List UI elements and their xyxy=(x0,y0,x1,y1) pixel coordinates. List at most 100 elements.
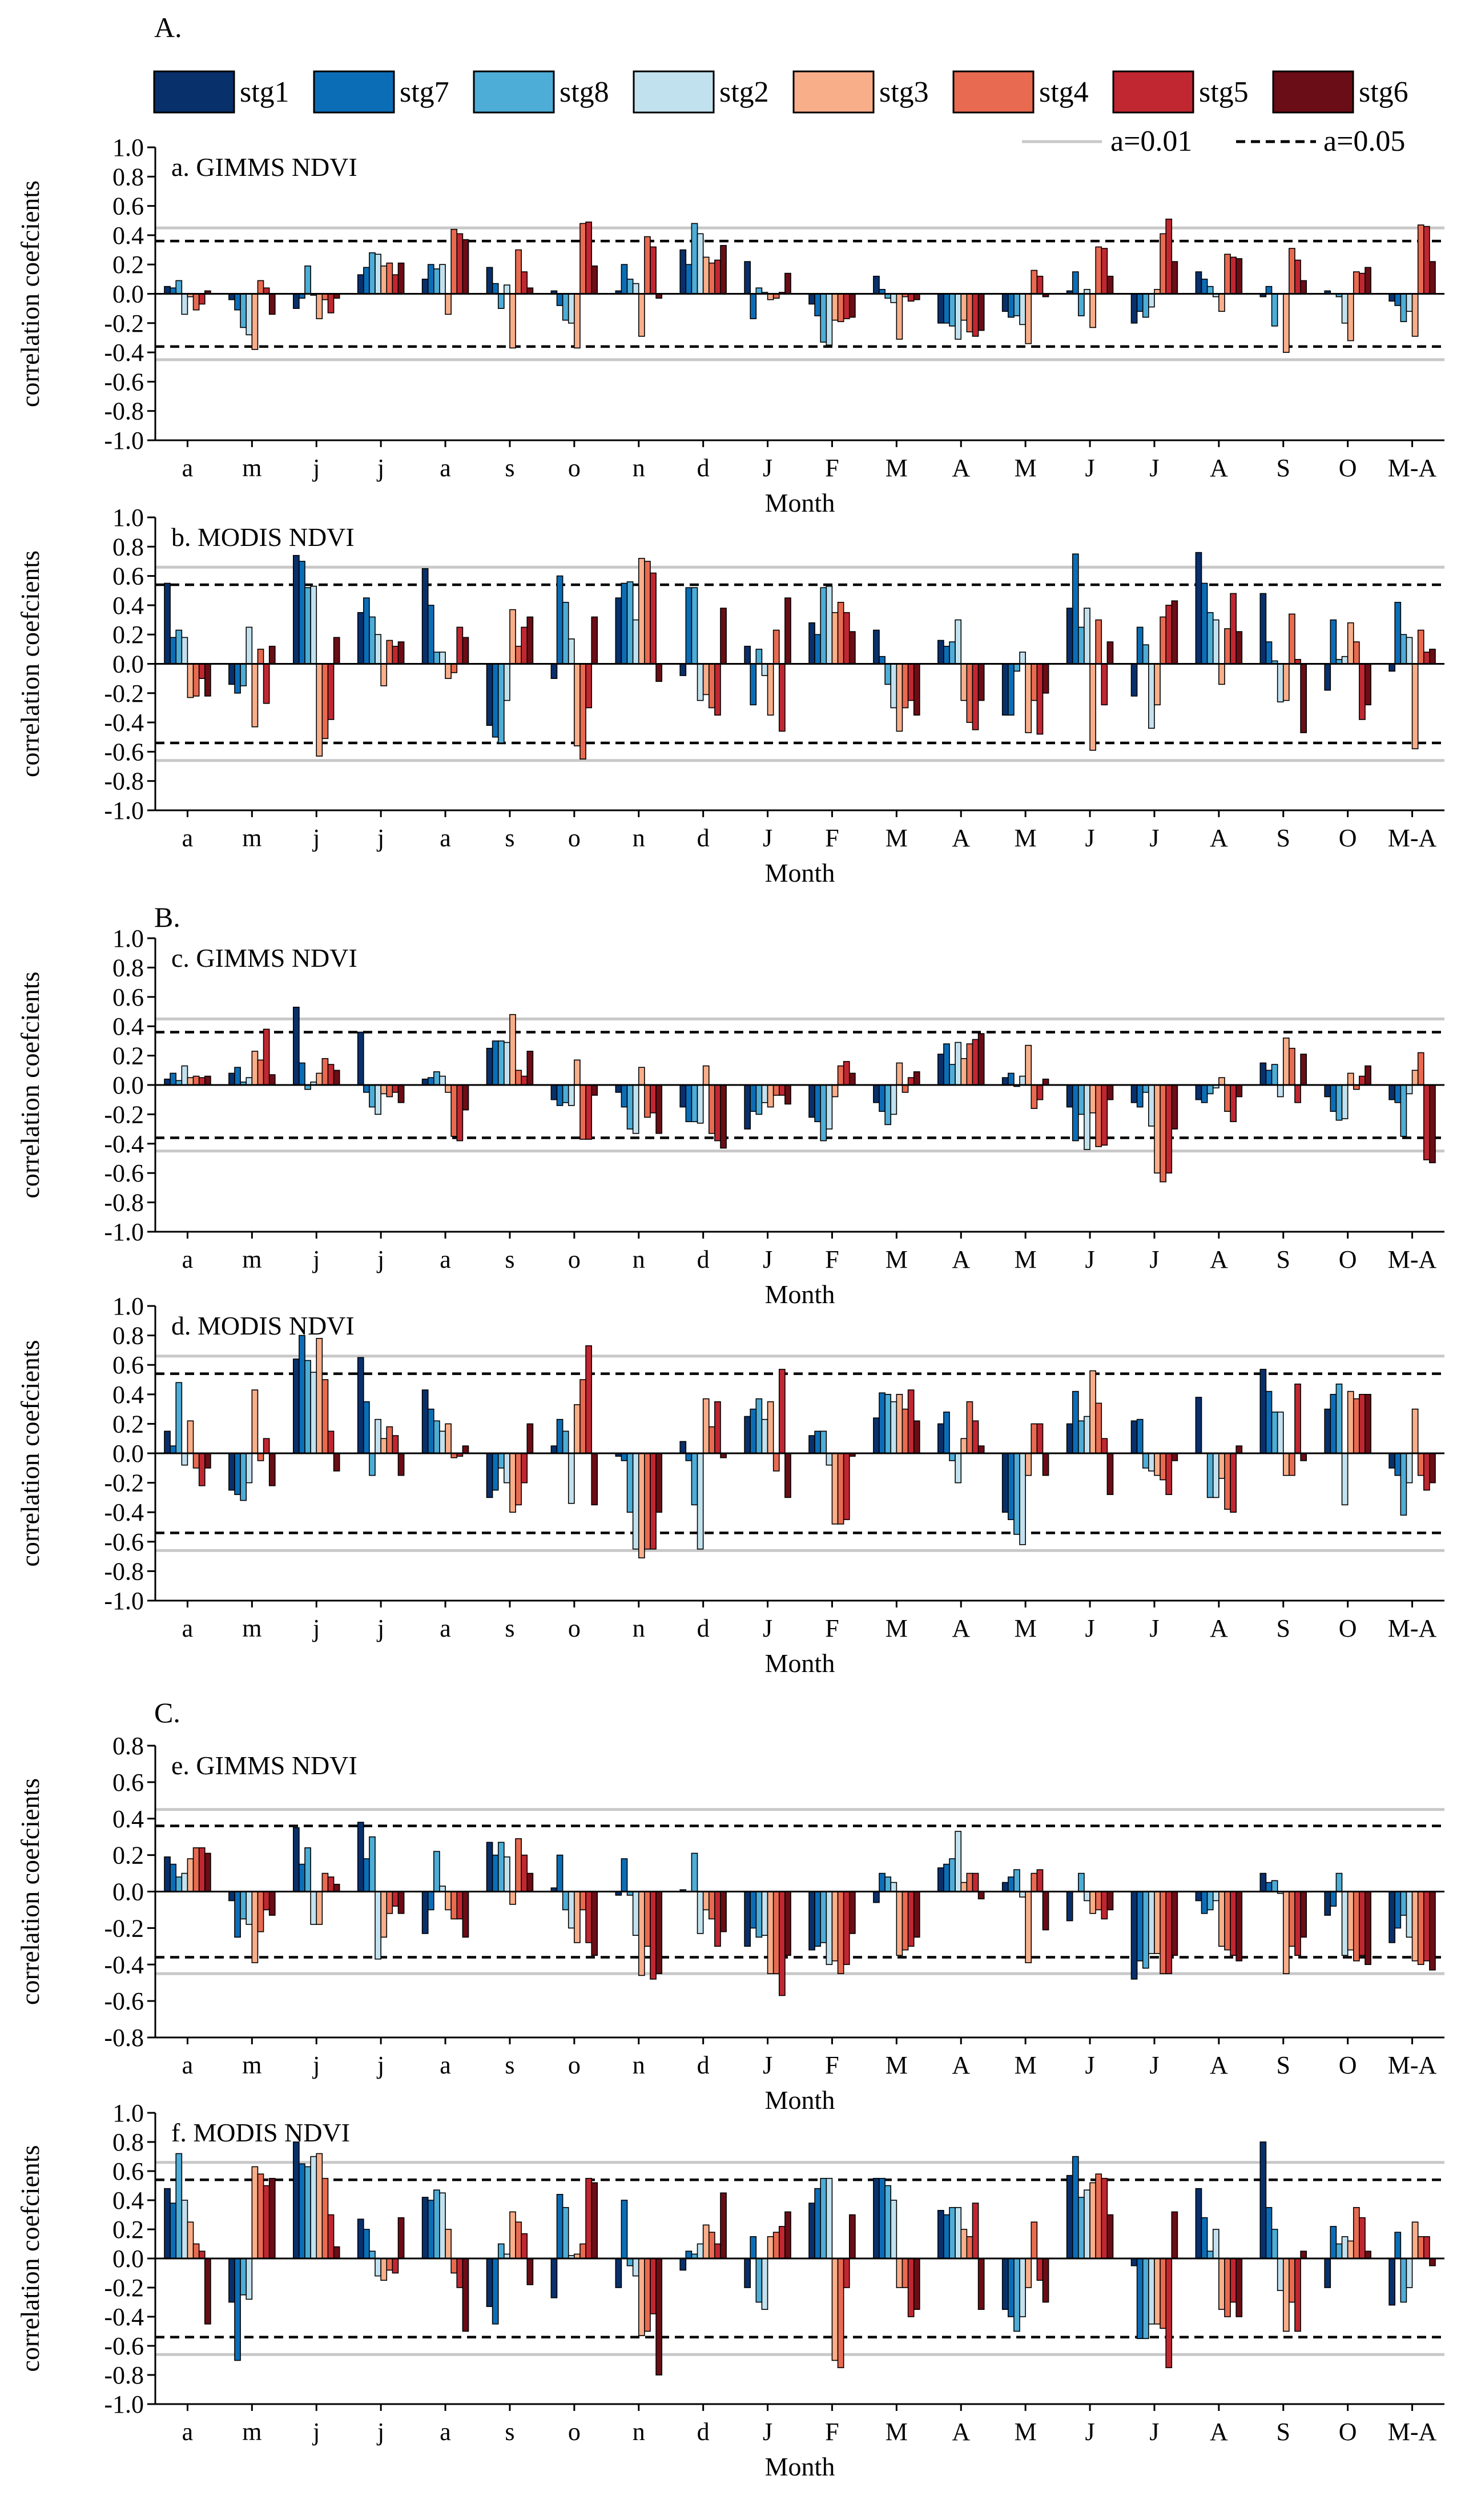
bar-stg4-16 xyxy=(1224,1891,1231,1951)
bar-stg7-12 xyxy=(943,2214,950,2259)
bar-stg3-4 xyxy=(445,663,452,679)
bar-stg6-1 xyxy=(268,645,276,665)
bar-stg5-10 xyxy=(843,1891,850,1966)
bar-stg2-11 xyxy=(890,663,897,709)
bar-stg6-3 xyxy=(397,1891,405,1914)
bar-stg1-7 xyxy=(615,1084,622,1093)
bar-stg2-18 xyxy=(1341,1453,1349,1506)
bar-stg5-6 xyxy=(585,663,592,709)
y-tick-label: 0.4 xyxy=(112,1381,144,1409)
y-tick-label: 0.8 xyxy=(112,1322,144,1350)
chart-panel-f: 1.00.80.60.40.20.0-0.2-0.4-0.6-0.8-1.0 a m… xyxy=(15,2099,1444,2481)
bar-stg4-5 xyxy=(515,645,522,665)
y-tick-label: -1.0 xyxy=(104,1587,144,1615)
bar-stg3-11 xyxy=(896,2258,903,2288)
bar-stg5-0 xyxy=(198,1077,206,1086)
bar-stg4-0 xyxy=(192,293,200,311)
x-tick-label: o xyxy=(568,1245,581,1273)
x-tick-label: a xyxy=(440,454,451,482)
bar-stg2-15 xyxy=(1148,663,1155,729)
x-tick-label: n xyxy=(633,824,645,852)
bar-stg7-9 xyxy=(750,1408,757,1454)
bar-stg2-5 xyxy=(504,1042,510,1086)
bar-stg2-2 xyxy=(310,1891,317,1925)
bar-stg7-19 xyxy=(1394,1891,1402,1929)
panel-title: e. GIMMS NDVI xyxy=(171,1751,357,1780)
x-tick-label: J xyxy=(1149,2418,1159,2446)
bar-stg3-6 xyxy=(574,1891,581,1943)
legend-swatch-stg7 xyxy=(313,70,395,114)
bar-stg6-17 xyxy=(1300,663,1307,733)
x-tick-label: m xyxy=(242,824,261,852)
x-tick-label: M xyxy=(1015,2418,1037,2446)
x-tick-label: M xyxy=(886,824,908,852)
bar-stg7-3 xyxy=(363,1858,370,1892)
bar-stg1-9 xyxy=(744,1416,751,1454)
bar-stg2-10 xyxy=(826,1453,833,1466)
bar-stg7-0 xyxy=(170,1072,177,1086)
bar-stg1-2 xyxy=(292,554,300,665)
bar-stg1-2 xyxy=(292,1006,300,1086)
y-tick-label: -0.8 xyxy=(104,2024,144,2052)
bar-stg2-11 xyxy=(890,1882,897,1892)
bar-stg8-0 xyxy=(175,1382,183,1454)
bar-stg3-16 xyxy=(1218,663,1225,685)
bar-stg1-12 xyxy=(937,1867,944,1892)
bar-stg6-15 xyxy=(1171,261,1178,295)
bar-stg3-17 xyxy=(1282,293,1290,353)
bar-stg4-3 xyxy=(386,1084,393,1098)
bar-stg6-11 xyxy=(913,2258,920,2310)
bar-stg8-13 xyxy=(1013,663,1020,672)
bar-stg6-3 xyxy=(397,2217,405,2259)
bar-stg8-12 xyxy=(949,2206,956,2259)
bar-stg1-15 xyxy=(1130,293,1138,324)
bar-stg4-13 xyxy=(1031,663,1038,701)
bar-stg7-17 xyxy=(1265,1070,1273,1086)
bar-stg4-0 xyxy=(192,1453,200,1469)
bar-stg3-14 xyxy=(1089,1084,1096,1114)
bar-stg4-11 xyxy=(901,1084,909,1093)
bar-stg4-10 xyxy=(837,1891,844,1975)
bar-stg2-15 xyxy=(1148,1453,1155,1472)
x-tick-label: A xyxy=(952,454,970,482)
bar-stg5-1 xyxy=(263,663,270,704)
bar-stg7-13 xyxy=(1008,1072,1015,1086)
y-axis-title: correlation coefcients xyxy=(15,971,45,1198)
y-tick-label: -0.6 xyxy=(104,1528,144,1556)
bar-stg4-4 xyxy=(450,228,458,295)
bar-stg8-17 xyxy=(1271,1064,1278,1086)
bar-stg7-10 xyxy=(814,1891,822,1947)
bar-stg8-19 xyxy=(1400,1453,1407,1516)
bar-stg1-19 xyxy=(1388,1084,1396,1100)
bar-stg1-19 xyxy=(1388,663,1396,672)
bar-stg8-16 xyxy=(1206,1891,1214,1911)
bar-stg4-2 xyxy=(321,1058,329,1086)
x-tick-label: o xyxy=(568,1614,581,1642)
bar-stg3-12 xyxy=(960,663,968,701)
bar-stg4-6 xyxy=(579,223,586,295)
bar-stg3-17 xyxy=(1282,1453,1290,1476)
chart-panel-d: 1.00.80.60.40.20.0-0.2-0.4-0.6-0.8-1.0 a m… xyxy=(15,1292,1444,1678)
bar-stg1-17 xyxy=(1259,1062,1267,1086)
x-tick-label: M-A xyxy=(1388,454,1437,482)
x-tick-label: A xyxy=(1210,454,1228,482)
bar-stg7-10 xyxy=(814,293,822,316)
bar-stg8-2 xyxy=(304,1360,311,1454)
bar-stg6-8 xyxy=(720,245,727,295)
bar-stg4-9 xyxy=(772,1453,780,1472)
bar-stg6-12 xyxy=(977,293,985,331)
y-tick-label: -0.6 xyxy=(104,1159,144,1187)
bar-stg6-19 xyxy=(1429,1084,1436,1164)
bar-stg7-3 xyxy=(363,267,370,295)
bar-stg6-15 xyxy=(1171,2211,1178,2259)
bar-stg1-9 xyxy=(744,2258,751,2288)
bar-stg4-2 xyxy=(321,2177,329,2259)
bar-stg1-19 xyxy=(1388,2258,1396,2306)
bar-stg1-11 xyxy=(873,1417,880,1454)
y-axis-title: correlation coefcients xyxy=(15,550,45,777)
bar-stg5-13 xyxy=(1036,1423,1044,1454)
bar-stg3-6 xyxy=(574,1404,581,1454)
bar-stg5-14 xyxy=(1101,1438,1108,1454)
bar-stg3-12 xyxy=(960,1058,968,1086)
